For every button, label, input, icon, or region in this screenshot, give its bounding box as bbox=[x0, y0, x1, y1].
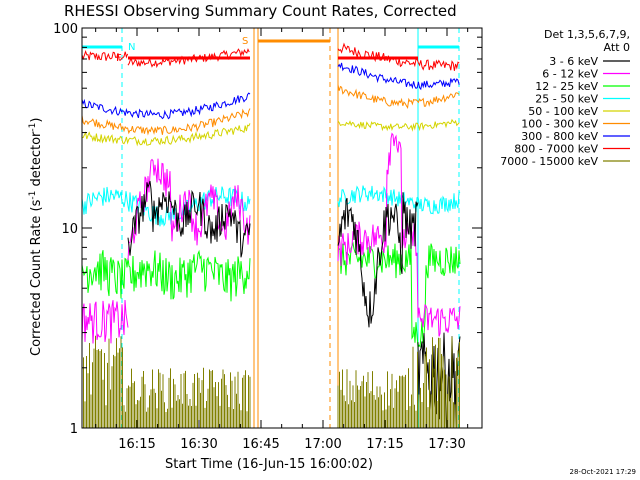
legend-label: 6 - 12 keV bbox=[542, 68, 598, 81]
y-axis-label-mid: detector bbox=[29, 131, 44, 191]
series-line-o bbox=[337, 84, 460, 109]
legend-header-line2: Att 0 bbox=[604, 41, 630, 54]
timestamp-footer: 28-Oct-2021 17:29 bbox=[570, 468, 636, 476]
series-line-r bbox=[337, 42, 460, 71]
series-line-m bbox=[337, 132, 461, 337]
flag-label-s: S bbox=[242, 36, 248, 47]
series-line-m bbox=[81, 299, 129, 344]
legend-header-line1: Det 1,3,5,6,7,9, bbox=[544, 28, 630, 41]
x-tick-label: 16:15 bbox=[118, 437, 155, 452]
legend-label: 25 - 50 keV bbox=[535, 93, 598, 106]
series-line-y bbox=[337, 118, 460, 132]
flag-label-n: N bbox=[128, 42, 135, 53]
y-axis-label-sup1: -1 bbox=[28, 191, 38, 200]
series-line-7000-15000-kev bbox=[337, 336, 460, 428]
x-tick-label: 17:00 bbox=[304, 437, 341, 452]
y-tick-label: 100 bbox=[53, 22, 78, 37]
y-axis-label-main: Corrected Count Rate (s bbox=[29, 199, 44, 356]
x-tick-label: 16:45 bbox=[242, 437, 279, 452]
axes: 16:15 16:30 16:45 17:00 17:15 17:30 1 10 100 bbox=[53, 22, 482, 452]
plot-area: NF S bbox=[81, 28, 461, 429]
y-tick-label: 10 bbox=[61, 222, 78, 237]
legend-label: 3 - 6 keV bbox=[549, 55, 598, 68]
legend-label: 50 - 100 keV bbox=[528, 105, 598, 118]
legend-label: 7000 - 15000 keV bbox=[500, 155, 598, 168]
series-line-o bbox=[81, 108, 251, 136]
flag-label-f: F bbox=[116, 53, 122, 64]
series-line-k bbox=[337, 192, 419, 328]
legend-label: 300 - 800 keV bbox=[521, 130, 598, 143]
legend-label: 12 - 25 keV bbox=[535, 80, 598, 93]
series-line-b bbox=[337, 62, 460, 91]
series-line-g bbox=[337, 241, 461, 350]
x-tick-label: 17:30 bbox=[428, 437, 465, 452]
chart-title: RHESSI Observing Summary Count Rates, Co… bbox=[64, 2, 457, 20]
series-line-b bbox=[81, 92, 251, 120]
series-line-g bbox=[81, 249, 251, 302]
series-line-m bbox=[127, 158, 251, 261]
y-axis-label-sup2: -1 bbox=[28, 123, 38, 132]
legend-label: 800 - 7000 keV bbox=[514, 143, 598, 156]
x-axis-label: Start Time (16-Jun-15 16:00:02) bbox=[165, 457, 373, 472]
series-line-r bbox=[81, 49, 129, 61]
series-line-k bbox=[127, 180, 251, 258]
plot-frame bbox=[81, 27, 483, 429]
series-line-c bbox=[337, 185, 461, 215]
series-line-y bbox=[82, 123, 251, 147]
x-tick-label: 17:15 bbox=[366, 437, 403, 452]
y-axis-label: Corrected Count Rate (s-1 detector-1) bbox=[28, 118, 44, 356]
legend-label: 100 - 300 keV bbox=[521, 118, 598, 131]
x-tick-label: 16:30 bbox=[180, 437, 217, 452]
series-line-7000-15000-kev bbox=[81, 335, 251, 428]
series-line-c bbox=[81, 186, 251, 227]
y-axis-label-end: ) bbox=[29, 118, 44, 123]
y-tick-label: 1 bbox=[70, 422, 78, 437]
